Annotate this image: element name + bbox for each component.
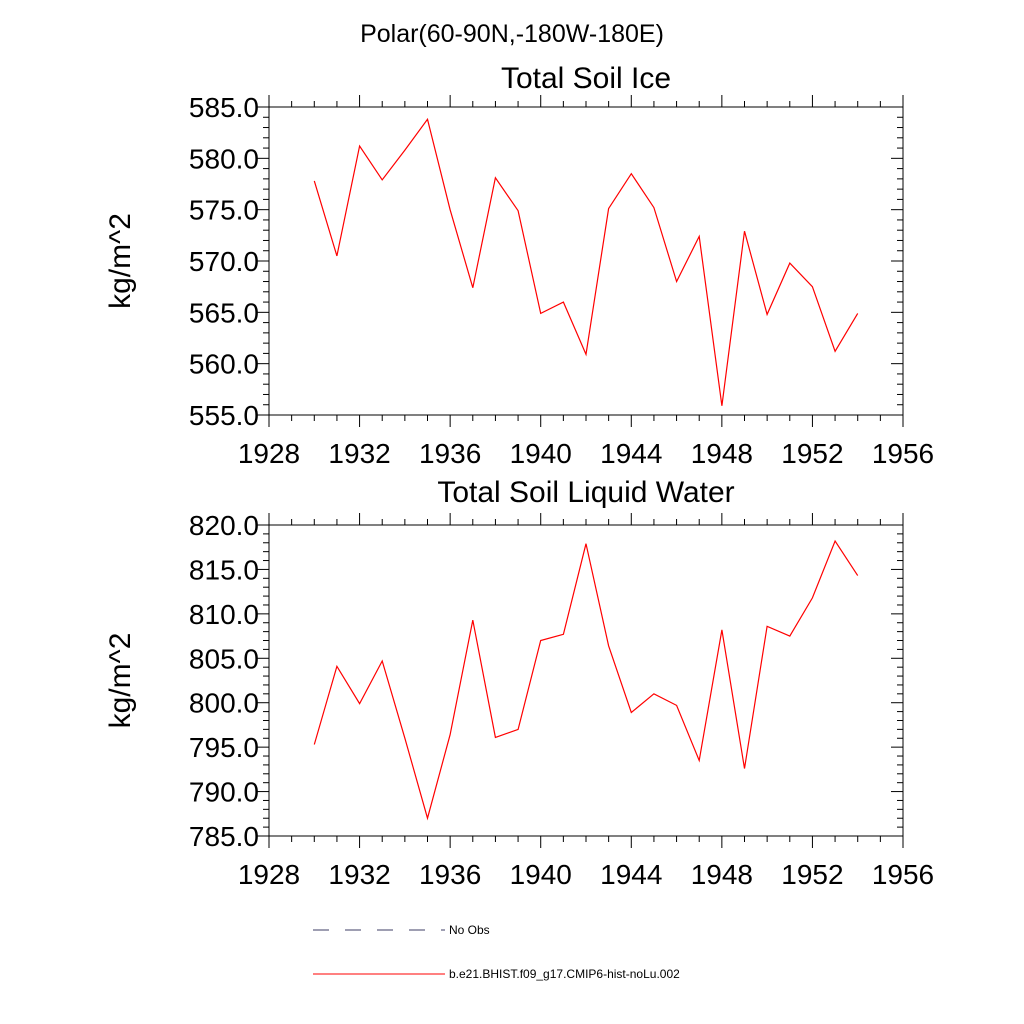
soil-liquid-water-panel: Total Soil Liquid Water 1928 1932 1936 1940 1… <box>104 476 934 890</box>
figure-title: Polar(60-90N,-180W-180E) <box>360 20 664 48</box>
y-tick-label: 795.0 <box>189 732 259 763</box>
x-tick-label: 1948 <box>691 859 753 890</box>
legend-no-obs-label: No Obs <box>449 923 490 937</box>
y-tick-label: 580.0 <box>189 143 259 174</box>
plot-frame <box>268 524 904 837</box>
x-tick-label: 1932 <box>328 438 390 469</box>
y-tick-label: 785.0 <box>189 821 259 852</box>
x-tick-label: 1956 <box>872 438 934 469</box>
x-tick-label: 1948 <box>691 438 753 469</box>
legend: No Obs b.e21.BHIST.f09_g17.CMIP6-hist-no… <box>313 923 680 981</box>
x-tick-label: 1940 <box>510 438 572 469</box>
chart-title: Total Soil Ice <box>501 62 671 95</box>
x-tick-label: 1928 <box>238 438 300 469</box>
y-tick-label: 815.0 <box>189 554 259 585</box>
x-tick-label: 1956 <box>872 859 934 890</box>
y-tick-label: 555.0 <box>189 400 259 431</box>
y-tick-label: 805.0 <box>189 643 259 674</box>
x-tick-label: 1952 <box>781 859 843 890</box>
y-tick-label: 565.0 <box>189 297 259 328</box>
y-tick-label: 575.0 <box>189 195 259 226</box>
y-tick-label: 570.0 <box>189 246 259 277</box>
x-tick-label: 1928 <box>238 859 300 890</box>
y-tick-label: 810.0 <box>189 599 259 630</box>
y-tick-label: 820.0 <box>189 510 259 541</box>
y-tick-label: 585.0 <box>189 92 259 123</box>
x-tick-label: 1932 <box>328 859 390 890</box>
y-tick-label: 560.0 <box>189 349 259 380</box>
y-tick-label: 790.0 <box>189 777 259 808</box>
y-axis-label: kg/m^2 <box>104 633 137 729</box>
x-tick-label: 1944 <box>600 438 662 469</box>
x-tick-label: 1940 <box>510 859 572 890</box>
chart-title: Total Soil Liquid Water <box>437 476 734 509</box>
series-line <box>313 539 859 821</box>
y-axis-label: kg/m^2 <box>104 213 137 309</box>
x-tick-label: 1944 <box>600 859 662 890</box>
x-tick-label: 1936 <box>419 438 481 469</box>
legend-model-run-label: b.e21.BHIST.f09_g17.CMIP6-hist-noLu.002 <box>449 967 680 981</box>
series-line <box>313 117 859 406</box>
x-tick-label: 1936 <box>419 859 481 890</box>
soil-ice-panel: Total Soil Ice 1928 1932 1936 1940 1944 1948 19… <box>104 62 934 469</box>
x-tick-label: 1952 <box>781 438 843 469</box>
y-tick-label: 800.0 <box>189 688 259 719</box>
